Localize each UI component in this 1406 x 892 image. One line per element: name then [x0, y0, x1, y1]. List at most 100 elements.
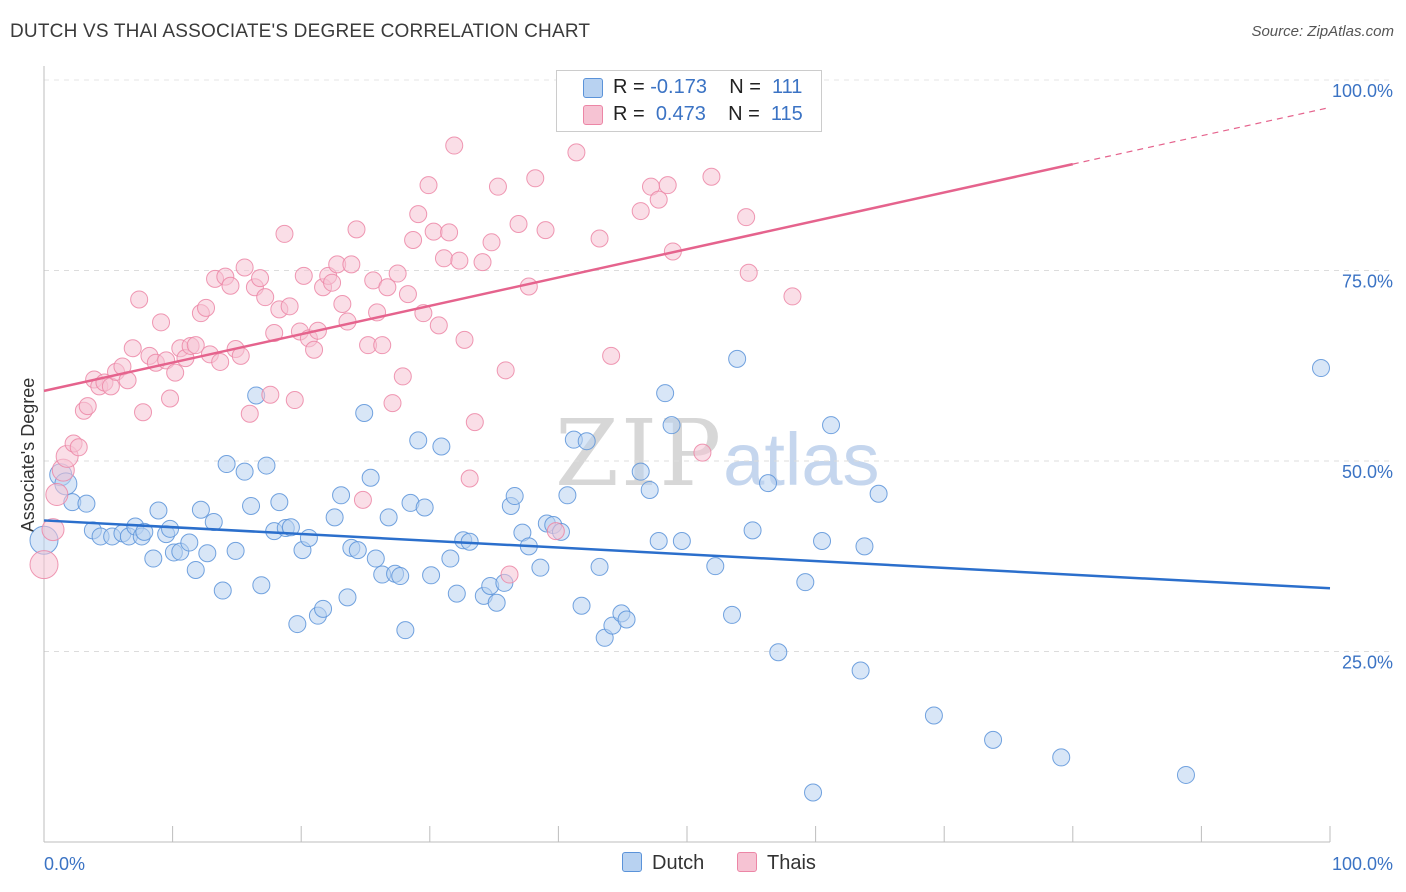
n-label: N =: [728, 103, 760, 125]
thais-point: [41, 518, 65, 542]
thais-point: [393, 367, 412, 386]
thais-point: [342, 255, 361, 274]
thais-swatch: [737, 852, 757, 872]
dutch-point: [77, 494, 96, 513]
thais-point: [536, 221, 555, 240]
thais-point: [434, 249, 453, 268]
dutch-point: [728, 349, 747, 368]
dutch-point: [161, 519, 180, 538]
dutch-r-value: -0.173: [650, 76, 707, 98]
thais-point: [130, 290, 149, 309]
dutch-point: [1052, 748, 1071, 767]
thais-point: [166, 363, 185, 382]
dutch-point: [288, 615, 307, 634]
thais-point: [285, 391, 304, 410]
dutch-point: [813, 532, 832, 551]
dutch-point: [314, 599, 333, 618]
dutch-point: [325, 508, 344, 527]
dutch-point: [257, 456, 276, 475]
y-tick-label: 25.0%: [1342, 653, 1393, 673]
dutch-point: [191, 500, 210, 519]
thais-point: [294, 266, 313, 285]
thais-point: [251, 269, 270, 288]
thais-point: [419, 176, 438, 195]
thais-point: [383, 394, 402, 413]
dutch-point: [649, 532, 668, 551]
dutch-point: [144, 549, 163, 568]
thais-point: [783, 287, 802, 306]
thais-point: [602, 346, 621, 365]
dutch-point: [631, 462, 650, 481]
dutch-swatch: [583, 78, 603, 98]
thais-point: [134, 403, 153, 422]
dutch-point: [558, 486, 577, 505]
thais-point: [546, 522, 565, 541]
x-tick-label: 0.0%: [44, 854, 85, 874]
thais-point: [197, 298, 216, 317]
thais-point: [658, 176, 677, 195]
dutch-trend-line: [43, 519, 1331, 590]
thais-point: [161, 389, 180, 408]
thais-point: [353, 490, 372, 509]
dutch-point: [487, 593, 506, 612]
thais-point: [221, 276, 240, 295]
dutch-point: [441, 549, 460, 568]
dutch-legend-label: Dutch: [652, 852, 705, 874]
dutch-point: [617, 610, 636, 629]
dutch-point: [186, 560, 205, 579]
thais-point: [256, 288, 275, 307]
thais-point: [567, 143, 586, 162]
source-credit: Source: ZipAtlas.com: [1251, 23, 1394, 40]
thais-point: [526, 169, 545, 188]
dutch-point: [590, 557, 609, 576]
thais-point: [78, 397, 97, 416]
dutch-point: [332, 486, 351, 505]
chart-title: DUTCH VS THAI ASSOCIATE'S DEGREE CORRELA…: [10, 21, 591, 42]
dutch-point: [299, 528, 318, 547]
thais-point: [235, 258, 254, 277]
thais-point: [450, 251, 469, 270]
dutch-point: [706, 557, 725, 576]
bottom-legend-thais[interactable]: Thais: [737, 852, 816, 875]
thais-point: [186, 336, 205, 355]
thais-point: [211, 352, 230, 371]
dutch-point: [348, 541, 367, 560]
thais-point: [631, 202, 650, 221]
dutch-point: [409, 431, 428, 450]
dutch-point: [281, 518, 300, 537]
thais-point: [649, 190, 668, 209]
dutch-point: [180, 533, 199, 552]
dutch-point: [217, 455, 236, 474]
thais-point: [445, 136, 464, 155]
thais-point: [737, 208, 756, 227]
thais-point: [693, 443, 712, 462]
dutch-point: [662, 416, 681, 435]
thais-point: [482, 233, 501, 252]
dutch-swatch: [622, 852, 642, 872]
correlation-legend: R = -0.173 N = 111 R = 0.473 N = 115: [556, 70, 822, 132]
dutch-point: [640, 480, 659, 499]
thais-point: [240, 404, 259, 423]
dutch-point: [1176, 765, 1195, 784]
thais-r-value: 0.473: [655, 103, 706, 125]
thais-point: [265, 323, 284, 342]
dutch-point: [743, 521, 762, 540]
thais-point: [465, 413, 484, 432]
y-tick-label: 75.0%: [1342, 272, 1393, 292]
thais-point: [455, 330, 474, 349]
bottom-legend-dutch[interactable]: Dutch: [622, 852, 704, 875]
thais-point: [275, 224, 294, 243]
thais-point: [496, 361, 515, 380]
thais-point: [280, 297, 299, 316]
dutch-point: [869, 484, 888, 503]
watermark: ZIPatlas: [555, 400, 880, 507]
thais-point: [440, 223, 459, 242]
dutch-point: [135, 522, 154, 541]
n-label: N =: [729, 76, 761, 98]
thais-point: [404, 231, 423, 250]
thais-trend-extension: [1072, 106, 1331, 165]
dutch-point: [391, 567, 410, 586]
thais-n-value: 115: [770, 103, 803, 125]
thais-point: [378, 278, 397, 297]
dutch-n-value: 111: [772, 76, 803, 98]
